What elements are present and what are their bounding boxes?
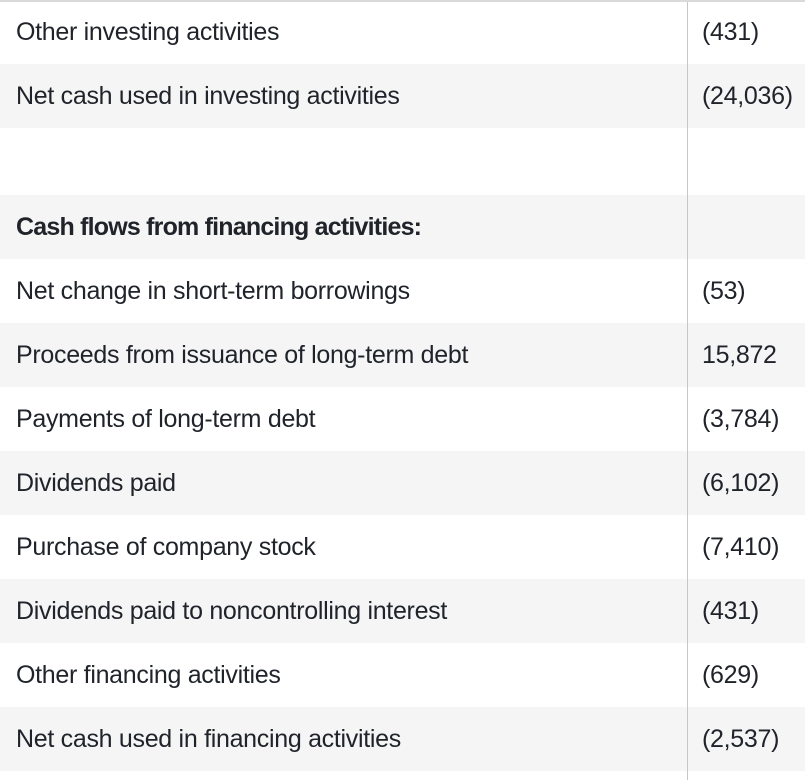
table-row: Net cash used in financing activities (2,…: [0, 707, 805, 771]
row-label: Other investing activities: [16, 17, 280, 46]
table-row: Net cash used in investing activities (24…: [0, 64, 805, 128]
table-row: Other financing activities (629): [0, 643, 805, 707]
table-row: Proceeds from issuance of long-term debt…: [0, 323, 805, 387]
top-border-line: [0, 0, 805, 2]
row-value: (53): [702, 276, 746, 305]
section-header-row: Cash flows from financing activities:: [0, 195, 805, 259]
table-row: Payments of long-term debt (3,784): [0, 387, 805, 451]
row-label: Dividends paid: [16, 468, 176, 497]
row-value: (629): [702, 660, 759, 689]
table-row: Purchase of company stock (7,410): [0, 515, 805, 579]
spacer-row: [0, 128, 805, 195]
row-label: Dividends paid to noncontrolling interes…: [16, 596, 448, 625]
row-label: Purchase of company stock: [16, 532, 316, 561]
row-value: (24,036): [702, 81, 793, 110]
row-value: 15,872: [702, 340, 777, 369]
table-row: Other investing activities (431): [0, 0, 805, 64]
row-value: (2,537): [702, 724, 780, 753]
row-label: Payments of long-term debt: [16, 404, 316, 433]
row-label: Cash flows from financing activities:: [16, 212, 422, 241]
table-row: Dividends paid (6,102): [0, 451, 805, 515]
row-label: Net cash used in financing activities: [16, 724, 401, 753]
row-value: (6,102): [702, 468, 780, 497]
column-divider: [687, 0, 688, 780]
row-value: (3,784): [702, 404, 780, 433]
row-label: Other financing activities: [16, 660, 281, 689]
row-value: (431): [702, 17, 759, 46]
table-row: Dividends paid to noncontrolling interes…: [0, 579, 805, 643]
row-label: Net change in short-term borrowings: [16, 276, 410, 305]
table-row: Net change in short-term borrowings (53): [0, 259, 805, 323]
row-value: (431): [702, 596, 759, 625]
row-label: Net cash used in investing activities: [16, 81, 400, 110]
row-value: (7,410): [702, 532, 780, 561]
row-label: Proceeds from issuance of long-term debt: [16, 340, 469, 369]
